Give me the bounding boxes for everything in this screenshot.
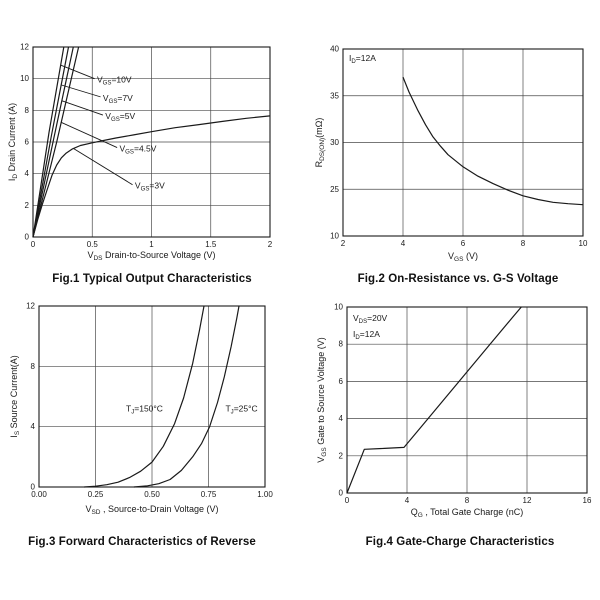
fig1-series-VGS=4.5V (32, 46, 80, 238)
plot-annotation: ID=12A (349, 53, 376, 65)
fig4-series-gate-charge-curve (346, 306, 522, 494)
x-tick-label: 0.00 (31, 490, 47, 499)
fig3-caption: Fig.3 Forward Characteristics of Reverse (28, 536, 256, 548)
fig1-series-VGS=5V (32, 46, 74, 238)
fig1-caption: Fig.1 Typical Output Characteristics (52, 273, 252, 285)
x-tick-label: 8 (521, 239, 526, 248)
y-tick-label: 2 (25, 201, 30, 210)
curve-label-pointer-line (61, 84, 101, 98)
x-tick-label: 0.5 (87, 240, 99, 249)
plot-frame (346, 306, 588, 494)
y-tick-label: 0 (25, 233, 30, 242)
fig1-plot: 0 0.5 1 1.5 2 0 2 4 6 8 10 12 VDS Drain-to-Source Vo… (7, 43, 273, 263)
curve-label-pointer-line (73, 147, 133, 186)
x-tick-label: 2 (268, 240, 273, 249)
fig1-y-axis-title: ID Drain Current (A) (7, 103, 19, 181)
fig3-y-axis-title: IS Source Current(A) (9, 355, 21, 437)
y-tick-label: 2 (339, 451, 344, 460)
y-tick-label: 12 (26, 302, 35, 311)
x-tick-label: 0.25 (88, 490, 104, 499)
y-tick-label: 10 (334, 303, 343, 312)
plot-frame (32, 46, 271, 238)
fig1-output-characteristics-chart: 0 0.5 1 1.5 2 0 2 4 6 8 10 12 VDS Drain-to-Source Vo… (6, 36, 306, 277)
curve-label: VGS=10V (97, 75, 132, 87)
y-tick-label: 40 (330, 45, 339, 54)
fig4-plot: 0 4 8 12 16 0 2 4 6 8 10 QG , Total Gate Charge (nC… (316, 303, 592, 520)
fig2-y-axis-title: RDS(ON)(mΩ) (314, 118, 326, 168)
curve-label-pointer-line (60, 64, 95, 80)
fig3-series-TJ=25C (133, 305, 240, 488)
y-tick-label: 12 (20, 43, 29, 52)
curve-label: VGS=4.5V (120, 144, 157, 156)
fig1-series-VGS=10V (32, 46, 65, 238)
fig4-caption: Fig.4 Gate-Charge Characteristics (365, 536, 555, 548)
fig2-x-axis-title: VGS (V) (448, 251, 478, 263)
y-tick-label: 8 (31, 362, 36, 371)
curve-label: VGS=5V (105, 111, 135, 123)
plot-annotation: ID=12A (353, 329, 380, 341)
y-tick-label: 4 (25, 169, 30, 178)
x-tick-label: 2 (341, 239, 346, 248)
curve-label: VGS=7V (103, 93, 133, 105)
x-tick-label: 10 (579, 239, 588, 248)
y-tick-label: 6 (25, 138, 30, 147)
fig2-plot: 2 4 6 8 10 10 25 30 35 40 VGS (V) RDS(ON)(mΩ) ID=12A (314, 45, 588, 264)
y-tick-label: 8 (339, 340, 344, 349)
fig3-series-TJ=150C (84, 305, 205, 488)
x-tick-label: 1.00 (257, 490, 273, 499)
fig3-forward-characteristics-chart: 0.00 0.25 0.50 0.75 1.00 0 4 8 12 VSD , Source-to… (6, 294, 306, 531)
x-tick-label: 0.50 (144, 490, 160, 499)
fig4-gate-charge-chart: 0 4 8 12 16 0 2 4 6 8 10 QG , Total Gate Charge (nC… (314, 294, 600, 531)
fig4-x-axis-title: QG , Total Gate Charge (nC) (411, 507, 523, 519)
x-tick-label: 4 (401, 239, 406, 248)
plot-frame (38, 305, 266, 488)
y-tick-label: 10 (330, 232, 339, 241)
x-tick-label: 4 (405, 496, 410, 505)
fig3-x-axis-title: VSD , Source-to-Drain Voltage (V) (85, 504, 218, 516)
curve-label-pointer-line (60, 121, 118, 148)
x-tick-label: 0 (345, 496, 350, 505)
y-tick-label: 4 (339, 414, 344, 423)
x-tick-label: 0.75 (201, 490, 217, 499)
fig4-y-axis-title: VGS Gate to Source Voltage (V) (316, 337, 328, 462)
x-tick-label: 12 (523, 496, 532, 505)
curve-label: VGS=3V (135, 181, 165, 193)
x-tick-label: 1 (149, 240, 154, 249)
y-tick-label: 0 (31, 483, 36, 492)
x-tick-label: 16 (583, 496, 592, 505)
curve-label-pointer-line (61, 100, 104, 116)
y-tick-label: 30 (330, 138, 339, 147)
y-tick-label: 10 (20, 74, 29, 83)
x-tick-label: 6 (461, 239, 466, 248)
y-tick-label: 6 (339, 377, 344, 386)
y-tick-label: 4 (31, 422, 36, 431)
curve-label: TJ=150°C (126, 404, 163, 416)
fig2-series-RDSON-vs-VGS-at-ID=12A (402, 76, 584, 206)
plot-frame (342, 48, 584, 237)
y-tick-label: 0 (339, 489, 344, 498)
y-tick-label: 35 (330, 91, 339, 100)
fig2-on-resistance-chart: 2 4 6 8 10 10 25 30 35 40 VGS (V) RDS(ON)(mΩ) ID=12A (314, 36, 600, 277)
y-tick-label: 25 (330, 185, 339, 194)
fig1-series-VGS=7V (32, 46, 70, 238)
fig1-x-axis-title: VDS Drain-to-Source Voltage (V) (87, 250, 215, 262)
x-tick-label: 1.5 (205, 240, 217, 249)
x-tick-label: 8 (465, 496, 470, 505)
fig2-caption: Fig.2 On-Resistance vs. G-S Voltage (357, 273, 559, 285)
curve-label: TJ=25°C (225, 404, 257, 416)
y-tick-label: 8 (25, 106, 30, 115)
fig1-series-VGS=3V (32, 115, 271, 238)
plot-annotation: VDS=20V (353, 313, 388, 325)
x-tick-label: 0 (31, 240, 36, 249)
fig3-plot: 0.00 0.25 0.50 0.75 1.00 0 4 8 12 VSD , Source-to… (9, 302, 273, 517)
